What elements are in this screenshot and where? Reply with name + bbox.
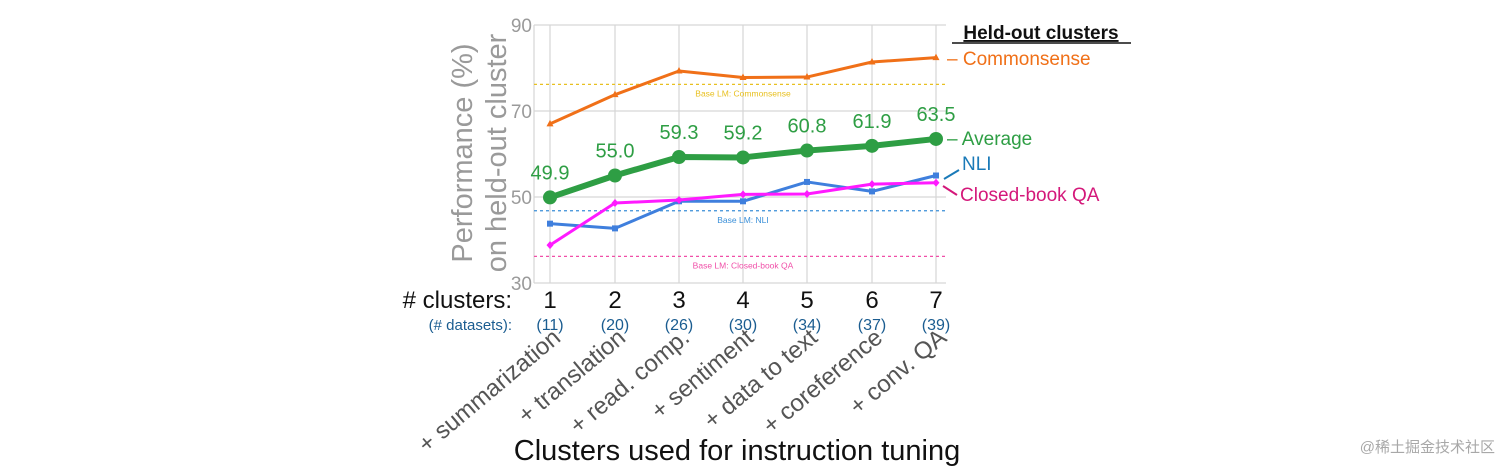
point-commonsense-1 [546, 119, 554, 127]
point-nli-6 [869, 188, 875, 195]
y-tick-label-30: 30 [511, 274, 532, 295]
dataset-count-1: (11) [536, 317, 563, 334]
y-tick-label-50: 50 [511, 188, 532, 209]
point-nli-2 [612, 225, 618, 232]
point-closed-book-qa-4 [739, 190, 747, 199]
point-average-4 [736, 150, 750, 165]
point-closed-book-qa-6 [868, 180, 876, 189]
grid: 30 50 70 90 [511, 16, 946, 295]
average-data-label-1: 49.9 [531, 162, 570, 184]
point-average-5 [800, 143, 814, 158]
dataset-count-3: (26) [665, 317, 693, 334]
x-tick-label-7: 7 [929, 287, 942, 314]
point-nli-5 [804, 178, 810, 185]
x-tick-label-3: 3 [672, 287, 685, 314]
point-commonsense-7 [932, 53, 940, 61]
baseline-label-2: Base LM: NLI [717, 215, 769, 225]
average-data-label-4: 59.2 [724, 122, 763, 144]
x-tick-label-6: 6 [865, 287, 878, 314]
point-commonsense-6 [868, 57, 876, 65]
point-average-2 [608, 168, 622, 183]
x-tick-label-2: 2 [608, 287, 621, 314]
series [543, 53, 943, 250]
point-commonsense-3 [675, 67, 683, 74]
point-commonsense-2 [611, 90, 619, 98]
point-nli-4 [740, 198, 746, 205]
legend-nli-pointer [943, 169, 960, 180]
baseline-label-3: Base LM: Closed-book QA [693, 260, 794, 270]
point-commonsense-5 [803, 73, 811, 80]
dataset-count-4: (30) [729, 317, 757, 334]
y-axis-title-line2: on held-out cluster [481, 33, 513, 272]
y-tick-label-70: 70 [511, 102, 532, 123]
legend-title: Held-out clusters [963, 23, 1118, 44]
x-tick-label-1: 1 [543, 287, 556, 314]
legend-commonsense: – Commonsense [947, 49, 1091, 70]
y-tick-label-90: 90 [511, 16, 532, 37]
point-commonsense-4 [739, 73, 747, 80]
dataset-count-5: (34) [793, 317, 821, 334]
average-data-label-7: 63.5 [917, 104, 956, 126]
dataset-count-6: (37) [858, 317, 886, 334]
dataset-count-2: (20) [601, 317, 629, 334]
point-average-1 [543, 190, 557, 205]
x-axis-title: Clusters used for instruction tuning [514, 435, 961, 467]
legend-nli: NLI [962, 154, 992, 175]
point-average-7 [929, 131, 943, 146]
average-data-label-5: 60.8 [788, 116, 827, 138]
average-data-label-6: 61.9 [853, 111, 892, 133]
point-closed-book-qa-5 [803, 189, 811, 198]
clusters-prefix-label: # clusters: [403, 287, 512, 314]
average-data-label-3: 59.3 [660, 122, 699, 144]
legend-average: – Average [947, 129, 1032, 150]
x-tick-label-4: 4 [736, 287, 749, 314]
x-tick-label-5: 5 [800, 287, 813, 314]
legend-closed-book-qa: Closed-book QA [960, 185, 1100, 206]
baseline-label-1: Base LM: Commonsense [695, 88, 791, 98]
dataset-count-7: (39) [922, 317, 950, 334]
watermark: @稀土掘金技术社区 [1360, 439, 1495, 456]
point-average-6 [865, 138, 879, 153]
point-closed-book-qa-7 [932, 178, 940, 187]
point-average-3 [672, 150, 686, 165]
datasets-prefix-label: (# datasets): [429, 317, 512, 334]
point-closed-book-qa-1 [546, 241, 554, 250]
point-nli-1 [547, 220, 553, 227]
point-closed-book-qa-3 [675, 196, 683, 205]
point-nli-7 [933, 172, 939, 179]
y-axis-title-line1: Performance (%) [447, 43, 479, 262]
average-data-label-2: 55.0 [596, 141, 635, 163]
point-closed-book-qa-2 [611, 199, 619, 208]
legend-cbqa-pointer [942, 185, 958, 196]
